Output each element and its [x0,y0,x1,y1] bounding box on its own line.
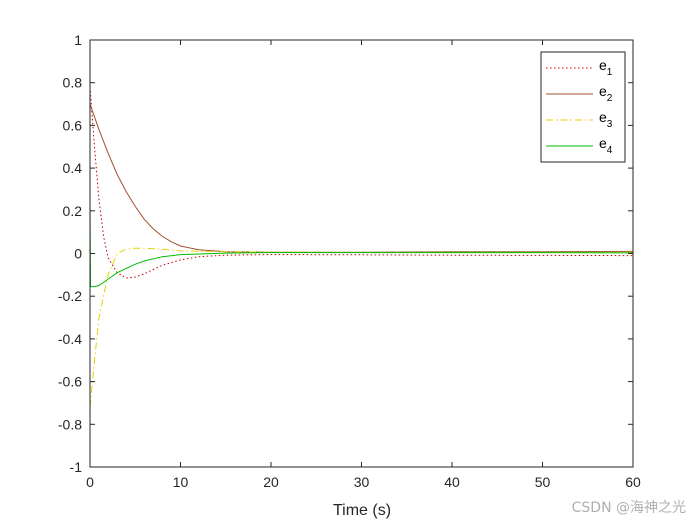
y-tick-label: -0.2 [58,288,82,304]
legend-label-base: e [599,83,607,99]
y-tick-label: -1 [70,459,83,475]
series-line-e3 [89,247,633,408]
legend-label-base: e [599,109,607,125]
x-tick-label: 60 [625,474,641,490]
legend-label-subscript: 1 [607,67,613,78]
plot-frame [89,39,634,468]
legend-label-subscript: 3 [607,119,613,130]
y-tick-label: 0.2 [63,203,83,219]
series-line-e1 [89,86,634,279]
x-tick-label: 10 [173,474,189,490]
y-tick-label: -0.8 [58,416,82,432]
x-tick-label: 40 [444,474,460,490]
x-axis-title: Time (s) [333,502,391,519]
legend-label-base: e [599,57,607,73]
legend-box [540,51,626,163]
y-tick-label: 0.8 [63,75,83,91]
y-tick-label: -0.6 [58,374,82,390]
legend-label-subscript: 4 [607,145,613,156]
legend-label-e1: e1 [599,57,613,78]
y-tick-label: 0.4 [63,160,83,176]
legend-label-base: e [599,135,607,151]
x-tick-label: 30 [354,474,370,490]
axis-ticks: 0 10 20 30 40 50 60 -1 -0.8 -0.6 -0.4 -0.2 0 0.2 0.4 0.… [58,32,641,490]
series-lines [89,86,634,408]
x-tick-label: 0 [86,474,94,490]
x-tick-label: 50 [535,474,551,490]
x-tick-label: 20 [263,474,279,490]
legend-label-e4: e4 [599,135,613,156]
y-tick-label: -0.4 [58,331,82,347]
y-tick-label: 0 [74,246,82,262]
watermark: CSDN @海神之光 [571,500,686,516]
series-line-e4 [89,200,634,288]
y-tick-label: 0.6 [63,117,83,133]
legend-label-e3: e3 [599,109,613,130]
legend-label-e2: e2 [599,83,613,104]
legend-label-subscript: 2 [607,93,613,104]
y-tick-label: 1 [74,32,82,48]
